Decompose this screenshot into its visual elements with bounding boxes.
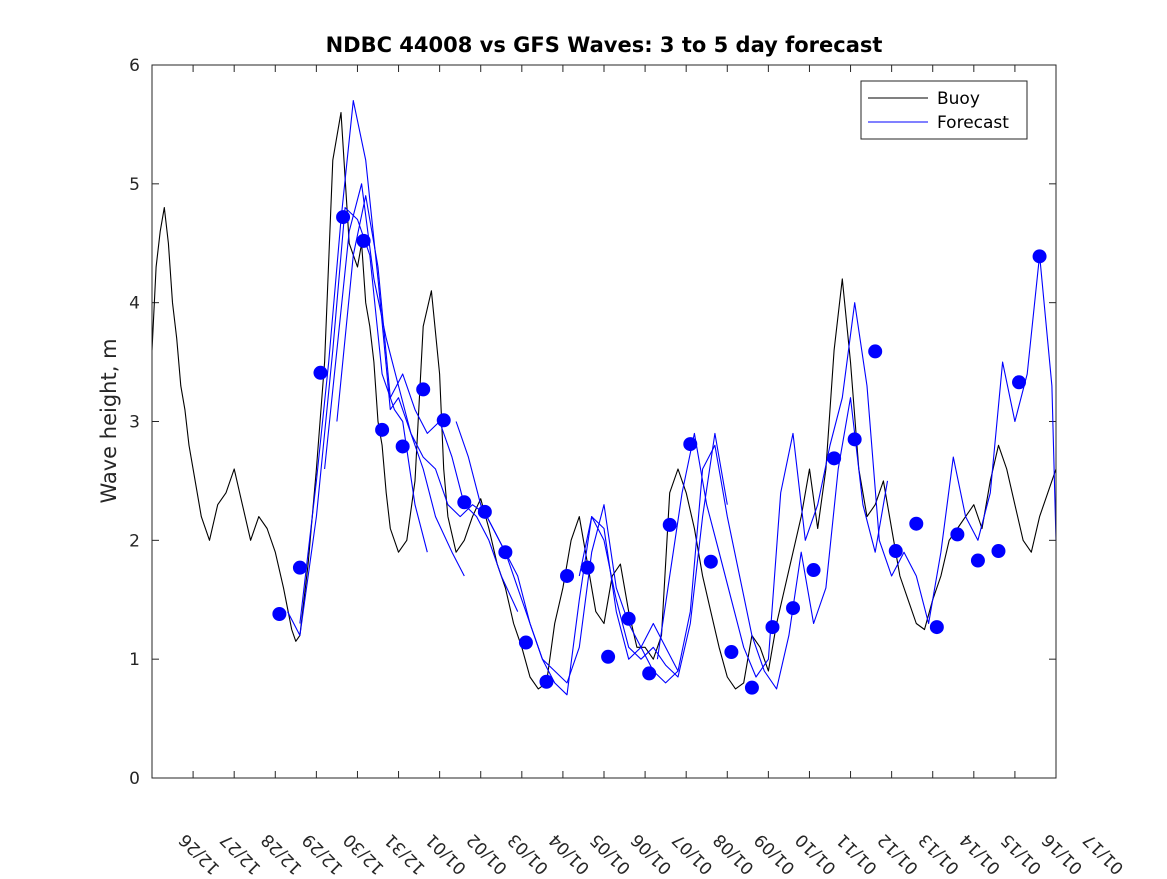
forecast-run-line [324, 183, 490, 518]
y-tick-label: 6 [129, 56, 140, 76]
y-axis: 0 1 2 3 4 5 6 [129, 56, 1056, 789]
forecast-marker [436, 413, 451, 428]
forecast-marker [272, 607, 287, 622]
legend-label-buoy: Buoy [937, 89, 980, 109]
forecast-marker [786, 601, 801, 616]
forecast-marker [313, 365, 328, 380]
y-tick-label: 3 [129, 413, 140, 433]
forecast-marker [601, 649, 616, 664]
marker-layer [272, 210, 1047, 695]
forecast-marker [457, 495, 472, 510]
plot-area [152, 65, 1056, 778]
forecast-marker [498, 545, 513, 560]
forecast-marker [950, 527, 965, 542]
forecast-marker [909, 516, 924, 531]
y-tick-label: 4 [129, 294, 140, 314]
forecast-marker [991, 544, 1006, 559]
forecast-marker [1032, 249, 1047, 264]
y-tick-label: 2 [129, 531, 140, 551]
y-tick-label: 0 [129, 769, 140, 789]
forecast-marker [662, 517, 677, 532]
forecast-marker [703, 554, 718, 569]
forecast-marker [580, 560, 595, 575]
forecast-marker [642, 666, 657, 681]
forecast-marker [806, 563, 821, 578]
forecast-marker [765, 620, 780, 635]
y-tick-label: 1 [129, 650, 140, 670]
forecast-marker [888, 544, 903, 559]
forecast-run-line [336, 195, 519, 612]
buoy-series-line [151, 111, 1057, 690]
forecast-marker [477, 504, 492, 519]
forecast-marker [292, 560, 307, 575]
legend: Buoy Forecast [860, 80, 1028, 140]
plot-frame [151, 64, 1057, 779]
forecast-marker [683, 437, 698, 452]
forecast-marker [518, 635, 533, 650]
forecast-run-line [299, 100, 465, 624]
forecast-marker [375, 422, 390, 437]
forecast-run-line [480, 432, 728, 696]
y-tick-label: 5 [129, 175, 140, 195]
forecast-marker [744, 680, 759, 695]
forecast-marker [970, 553, 985, 568]
forecast-run-line [656, 254, 1057, 678]
forecast-marker [1012, 375, 1027, 390]
legend-box [860, 80, 1028, 140]
forecast-marker [539, 674, 554, 689]
forecast-marker [827, 451, 842, 466]
forecast-run-line [578, 397, 889, 690]
forecast-marker [560, 568, 575, 583]
forecast-marker [929, 620, 944, 635]
chart-title: NDBC 44008 vs GFS Waves: 3 to 5 day fore… [326, 33, 883, 57]
forecast-marker [416, 382, 431, 397]
forecast-marker [724, 645, 739, 660]
forecast-marker [868, 344, 883, 359]
forecast-marker [621, 611, 636, 626]
series-layer [151, 100, 1057, 696]
legend-label-forecast: Forecast [937, 113, 1009, 133]
y-axis-label: Wave height, m [97, 338, 121, 503]
forecast-marker [356, 233, 371, 248]
forecast-marker [395, 439, 410, 454]
forecast-marker [847, 432, 862, 447]
forecast-marker [336, 210, 351, 225]
